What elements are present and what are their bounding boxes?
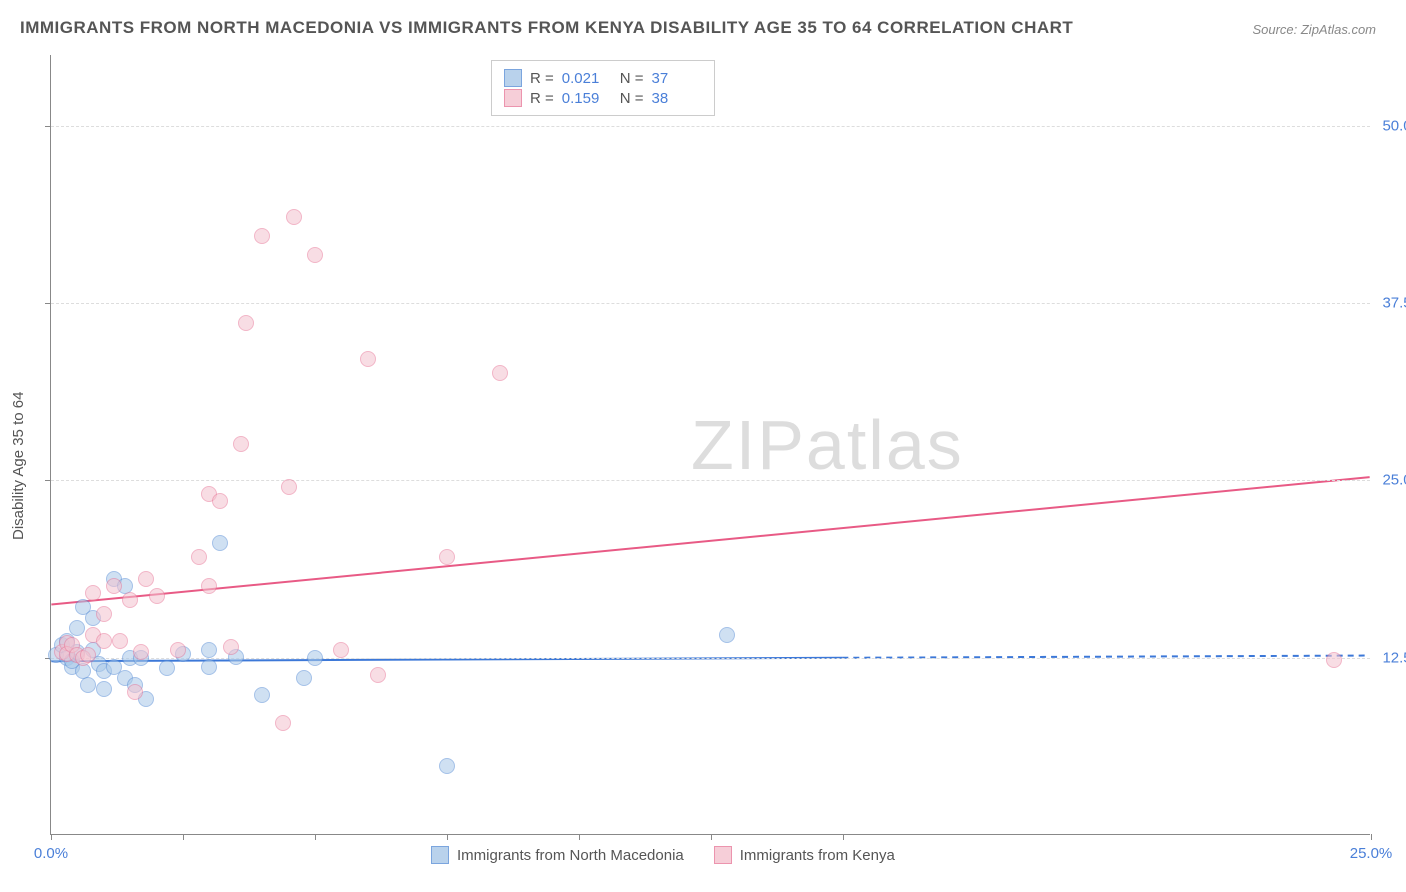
data-point	[96, 681, 112, 697]
y-axis-label: Disability Age 35 to 64	[10, 392, 27, 540]
swatch-icon	[504, 89, 522, 107]
watermark-text: ZIPatlas	[691, 405, 964, 485]
legend-item: Immigrants from North Macedonia	[431, 846, 684, 864]
r-value: 0.021	[562, 70, 612, 87]
data-point	[201, 642, 217, 658]
x-tick	[51, 834, 52, 840]
swatch-icon	[431, 846, 449, 864]
data-point	[360, 351, 376, 367]
data-point	[201, 578, 217, 594]
y-tick-label: 12.5%	[1382, 649, 1406, 666]
n-label: N =	[620, 70, 644, 87]
r-legend-row: R = 0.021 N = 37	[504, 69, 702, 87]
data-point	[719, 627, 735, 643]
x-tick-label: 0.0%	[34, 845, 68, 862]
y-tick-label: 25.0%	[1382, 472, 1406, 489]
legend-item: Immigrants from Kenya	[714, 846, 895, 864]
gridline	[51, 480, 1370, 481]
data-point	[112, 633, 128, 649]
swatch-icon	[504, 69, 522, 87]
data-point	[159, 660, 175, 676]
data-point	[238, 315, 254, 331]
data-point	[149, 588, 165, 604]
data-point	[307, 247, 323, 263]
series-legend: Immigrants from North Macedonia Immigrant…	[431, 846, 895, 864]
x-tick	[447, 834, 448, 840]
x-tick	[315, 834, 316, 840]
correlation-legend: R = 0.021 N = 37 R = 0.159 N = 38	[491, 60, 715, 116]
data-point	[492, 365, 508, 381]
y-tick-label: 50.0%	[1382, 117, 1406, 134]
data-point	[281, 479, 297, 495]
data-point	[254, 228, 270, 244]
x-tick	[579, 834, 580, 840]
data-point	[133, 644, 149, 660]
data-point	[370, 667, 386, 683]
x-tick-label: 25.0%	[1350, 845, 1393, 862]
x-tick	[183, 834, 184, 840]
x-tick	[1371, 834, 1372, 840]
data-point	[212, 493, 228, 509]
data-point	[439, 758, 455, 774]
n-value: 38	[652, 90, 702, 107]
x-tick	[711, 834, 712, 840]
data-point	[80, 647, 96, 663]
legend-label: Immigrants from North Macedonia	[457, 847, 684, 864]
data-point	[307, 650, 323, 666]
data-point	[106, 578, 122, 594]
gridline	[51, 126, 1370, 127]
data-point	[439, 549, 455, 565]
n-value: 37	[652, 70, 702, 87]
data-point	[201, 659, 217, 675]
r-value: 0.159	[562, 90, 612, 107]
data-point	[127, 684, 143, 700]
y-tick-label: 37.5%	[1382, 295, 1406, 312]
n-label: N =	[620, 90, 644, 107]
data-point	[1326, 652, 1342, 668]
source-label: Source: ZipAtlas.com	[1252, 22, 1376, 37]
swatch-icon	[714, 846, 732, 864]
data-point	[275, 715, 291, 731]
data-point	[80, 677, 96, 693]
data-point	[212, 535, 228, 551]
data-point	[223, 639, 239, 655]
gridline	[51, 303, 1370, 304]
gridline	[51, 658, 1370, 659]
data-point	[138, 571, 154, 587]
data-point	[333, 642, 349, 658]
data-point	[170, 642, 186, 658]
r-label: R =	[530, 90, 554, 107]
data-point	[122, 592, 138, 608]
data-point	[96, 633, 112, 649]
data-point	[296, 670, 312, 686]
data-point	[96, 606, 112, 622]
data-point	[233, 436, 249, 452]
data-point	[69, 620, 85, 636]
x-tick	[843, 834, 844, 840]
data-point	[191, 549, 207, 565]
data-point	[254, 687, 270, 703]
legend-label: Immigrants from Kenya	[740, 847, 895, 864]
r-label: R =	[530, 70, 554, 87]
chart-title: IMMIGRANTS FROM NORTH MACEDONIA VS IMMIG…	[20, 18, 1073, 38]
data-point	[85, 585, 101, 601]
data-point	[286, 209, 302, 225]
r-legend-row: R = 0.159 N = 38	[504, 89, 702, 107]
chart-plot-area: ZIPatlas R =0.021N =37R =0.159N =38 Immi…	[50, 55, 1370, 835]
